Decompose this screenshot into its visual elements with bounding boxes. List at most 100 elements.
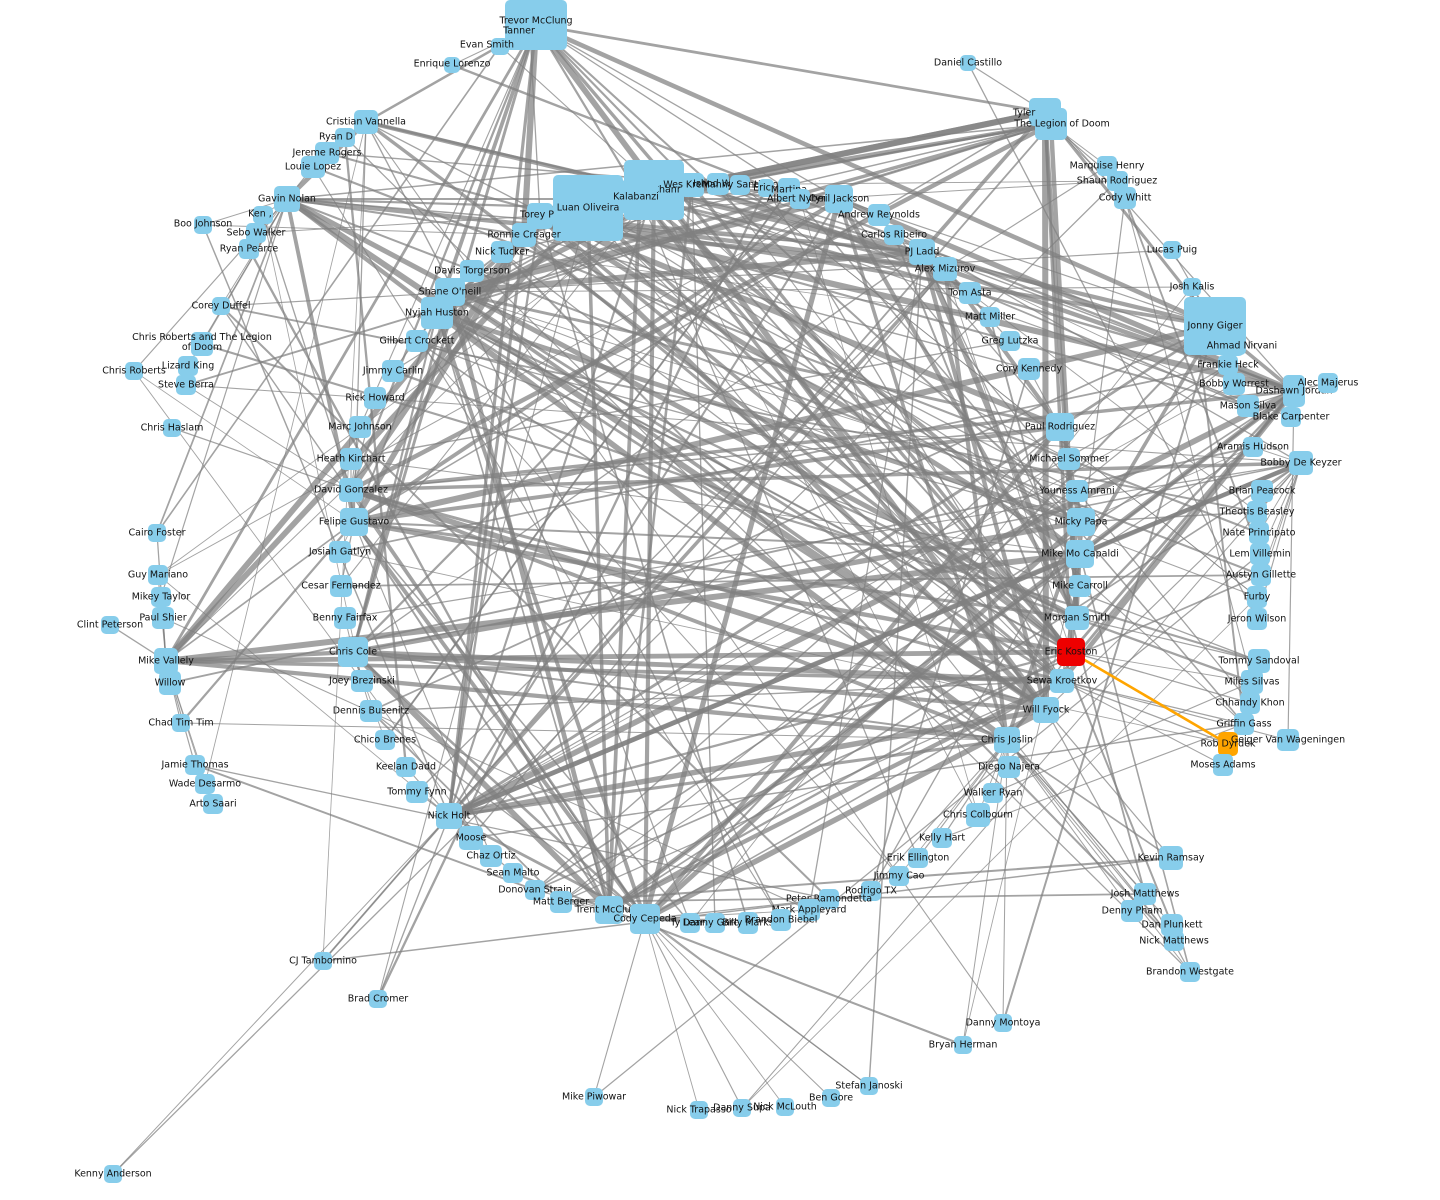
graph-node[interactable]: [104, 1165, 122, 1183]
graph-node[interactable]: [1250, 543, 1270, 565]
graph-node[interactable]: [1066, 480, 1088, 502]
graph-node[interactable]: [776, 1098, 794, 1116]
graph-node[interactable]: [253, 206, 273, 224]
graph-node[interactable]: [909, 239, 935, 265]
graph-node[interactable]: [1318, 373, 1338, 393]
graph-node[interactable]: [178, 356, 198, 376]
graph-node[interactable]: [980, 307, 1000, 327]
graph-node[interactable]: [1000, 331, 1020, 351]
graph-node[interactable]: [185, 755, 205, 775]
graph-node[interactable]: [730, 175, 750, 195]
graph-node[interactable]: [998, 756, 1020, 778]
graph-node[interactable]: [1050, 669, 1074, 693]
graph-node[interactable]: [959, 282, 981, 304]
graph-node[interactable]: [360, 700, 382, 722]
graph-node[interactable]: [630, 904, 660, 934]
graph-node[interactable]: [553, 175, 623, 241]
graph-node[interactable]: [738, 912, 758, 934]
graph-node[interactable]: [396, 757, 416, 777]
graph-node[interactable]: [101, 616, 119, 634]
graph-node[interactable]: [705, 913, 725, 933]
graph-node[interactable]: [503, 863, 523, 883]
graph-node[interactable]: [351, 670, 373, 692]
graph-node[interactable]: [994, 727, 1020, 753]
graph-node[interactable]: [1163, 241, 1181, 259]
graph-node[interactable]: [889, 866, 909, 886]
graph-node[interactable]: [1035, 108, 1067, 140]
graph-node[interactable]: [525, 880, 545, 900]
graph-node[interactable]: [212, 297, 230, 315]
graph-node[interactable]: [868, 204, 890, 226]
graph-node[interactable]: [790, 189, 810, 209]
graph-node[interactable]: [375, 730, 395, 750]
graph-node[interactable]: [595, 896, 623, 924]
graph-node[interactable]: [1281, 407, 1301, 427]
graph-node[interactable]: [152, 607, 174, 629]
graph-node[interactable]: [1251, 480, 1273, 502]
graph-node[interactable]: [1243, 437, 1263, 457]
graph-node[interactable]: [1240, 692, 1260, 714]
graph-node[interactable]: [1249, 522, 1269, 544]
graph-node[interactable]: [480, 845, 502, 867]
graph-node[interactable]: [349, 416, 371, 438]
graph-node[interactable]: [1058, 448, 1080, 470]
graph-node[interactable]: [406, 781, 428, 803]
graph-node[interactable]: [932, 828, 952, 848]
graph-node[interactable]: [176, 375, 196, 395]
graph-node[interactable]: [151, 587, 171, 607]
graph-node[interactable]: [203, 794, 223, 814]
graph-node[interactable]: [933, 257, 957, 281]
graph-node[interactable]: [1106, 171, 1128, 191]
graph-node[interactable]: [994, 1014, 1012, 1032]
graph-node[interactable]: [1065, 606, 1089, 630]
graph-node[interactable]: [1161, 914, 1183, 936]
graph-node[interactable]: [1213, 754, 1233, 776]
graph-node[interactable]: [1283, 375, 1305, 407]
graph-node[interactable]: [758, 179, 774, 197]
graph-node[interactable]: [421, 297, 453, 329]
graph-node[interactable]: [680, 913, 700, 933]
graph-node[interactable]: [822, 1089, 840, 1107]
graph-node[interactable]: [512, 223, 536, 247]
graph-node[interactable]: [195, 774, 215, 794]
graph-node[interactable]: [239, 239, 259, 259]
graph-node[interactable]: [1247, 586, 1267, 608]
graph-node[interactable]: [1121, 900, 1143, 922]
graph-node[interactable]: [163, 419, 181, 437]
graph-node[interactable]: [1234, 713, 1254, 735]
graph-node[interactable]: [154, 648, 178, 674]
graph-node[interactable]: [1114, 187, 1136, 209]
graph-node[interactable]: [1247, 608, 1267, 630]
graph-node[interactable]: [983, 783, 1003, 803]
graph-node[interactable]: [246, 223, 266, 243]
graph-node[interactable]: [1018, 358, 1040, 380]
graph-node[interactable]: [960, 55, 976, 71]
graph-node[interactable]: [364, 387, 386, 409]
graph-node[interactable]: [1223, 373, 1245, 395]
graph-node[interactable]: [1183, 278, 1201, 296]
graph-node[interactable]: [861, 881, 881, 901]
graph-node[interactable]: [1159, 846, 1183, 870]
graph-node[interactable]: [622, 179, 658, 215]
graph-node[interactable]: [301, 156, 325, 178]
graph-node[interactable]: [1134, 883, 1156, 905]
graph-node[interactable]: [908, 848, 928, 868]
graph-node[interactable]: [338, 637, 368, 667]
graph-node[interactable]: [1248, 649, 1270, 673]
graph-node[interactable]: [1046, 413, 1074, 441]
graph-node[interactable]: [1069, 575, 1091, 597]
graph-node[interactable]: [330, 575, 352, 597]
graph-node[interactable]: [1251, 564, 1271, 586]
graph-node[interactable]: [825, 185, 853, 213]
graph-node[interactable]: [460, 260, 484, 282]
graph-node[interactable]: [459, 826, 483, 850]
graph-node[interactable]: [125, 362, 143, 380]
graph-node[interactable]: [148, 565, 168, 585]
graph-node[interactable]: [1247, 501, 1267, 523]
graph-node[interactable]: [1057, 638, 1085, 666]
graph-node[interactable]: [707, 173, 729, 195]
graph-node[interactable]: [194, 216, 212, 234]
graph-node[interactable]: [1277, 729, 1299, 751]
graph-node[interactable]: [519, 23, 541, 43]
